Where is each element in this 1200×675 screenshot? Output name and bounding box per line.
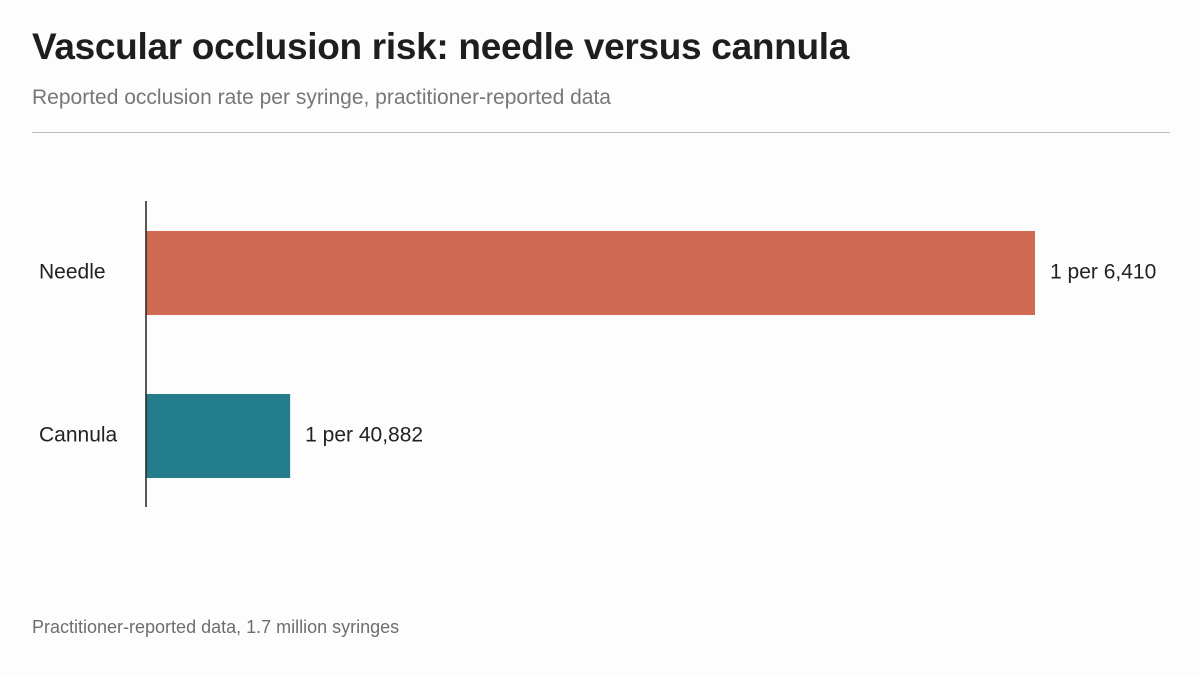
footnote: Practitioner-reported data, 1.7 million … bbox=[32, 617, 400, 637]
value-label-cannula: 1 per 40,882 bbox=[305, 424, 423, 447]
bar-needle bbox=[146, 231, 1035, 315]
category-label-needle: Needle bbox=[39, 261, 106, 284]
bar-chart: Needle 1 per 6,410 Cannula 1 per 40,882 bbox=[39, 201, 1156, 507]
chart-subtitle: Reported occlusion rate per syringe, pra… bbox=[32, 86, 611, 109]
header-divider bbox=[32, 132, 1170, 133]
bar-cannula bbox=[146, 394, 291, 478]
value-label-needle: 1 per 6,410 bbox=[1050, 261, 1156, 284]
category-label-cannula: Cannula bbox=[39, 424, 118, 447]
chart-title: Vascular occlusion risk: needle versus c… bbox=[32, 26, 850, 67]
